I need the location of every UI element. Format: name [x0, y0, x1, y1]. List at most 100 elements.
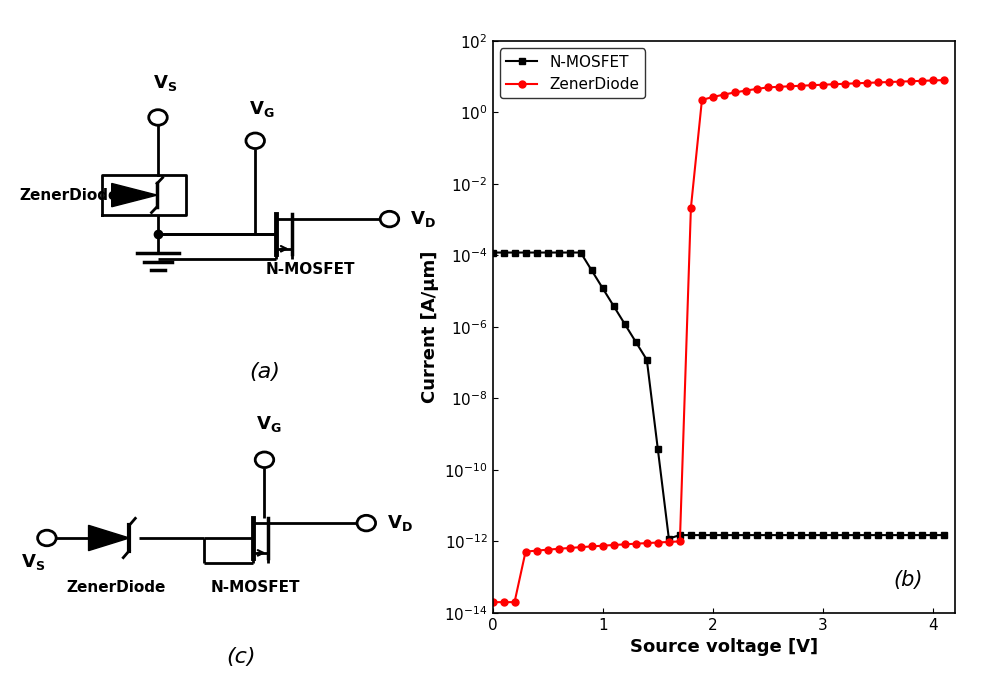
Text: $\mathbf{V_S}$: $\mathbf{V_S}$: [21, 552, 45, 572]
N-MOSFET: [818, 531, 829, 539]
N-MOSFET: [784, 531, 796, 539]
N-MOSFET: [487, 249, 498, 257]
ZenerDiode: [762, 83, 774, 91]
ZenerDiode: [629, 539, 641, 548]
N-MOSFET: [762, 531, 774, 539]
N-MOSFET: [508, 249, 520, 257]
ZenerDiode: [784, 82, 796, 91]
ZenerDiode: [696, 96, 708, 104]
N-MOSFET: [652, 445, 664, 454]
N-MOSFET: [916, 531, 928, 539]
N-MOSFET: [597, 284, 609, 292]
ZenerDiode: [795, 82, 807, 90]
Polygon shape: [111, 183, 157, 207]
N-MOSFET: [752, 531, 763, 539]
N-MOSFET: [586, 266, 598, 274]
N-MOSFET: [641, 355, 653, 364]
ZenerDiode: [861, 79, 873, 87]
N-MOSFET: [718, 531, 730, 539]
N-MOSFET: [861, 531, 873, 539]
N-MOSFET: [850, 531, 862, 539]
ZenerDiode: [839, 80, 851, 88]
ZenerDiode: [641, 539, 653, 547]
ZenerDiode: [939, 76, 951, 84]
Text: (a): (a): [249, 362, 280, 381]
N-MOSFET: [563, 249, 575, 257]
Text: $\mathbf{V_G}$: $\mathbf{V_G}$: [256, 413, 282, 434]
N-MOSFET: [531, 249, 543, 257]
ZenerDiode: [928, 76, 940, 84]
N-MOSFET: [696, 531, 708, 539]
ZenerDiode: [531, 547, 543, 555]
Text: N-MOSFET: N-MOSFET: [266, 262, 356, 277]
ZenerDiode: [575, 543, 587, 551]
N-MOSFET: [542, 249, 554, 257]
Text: ZenerDiode: ZenerDiode: [19, 187, 118, 203]
N-MOSFET: [575, 249, 587, 257]
Text: ZenerDiode: ZenerDiode: [67, 580, 166, 595]
ZenerDiode: [553, 545, 564, 553]
N-MOSFET: [663, 535, 675, 543]
ZenerDiode: [508, 598, 520, 606]
N-MOSFET: [707, 531, 719, 539]
ZenerDiode: [894, 78, 906, 86]
Y-axis label: Current [A/μm]: Current [A/μm]: [421, 251, 438, 403]
Text: $\mathbf{V_D}$: $\mathbf{V_D}$: [411, 209, 436, 229]
N-MOSFET: [773, 531, 785, 539]
N-MOSFET: [619, 320, 630, 328]
ZenerDiode: [586, 542, 598, 550]
N-MOSFET: [553, 249, 564, 257]
N-MOSFET: [894, 531, 906, 539]
Text: $\mathbf{V_D}$: $\mathbf{V_D}$: [387, 513, 413, 533]
N-MOSFET: [795, 531, 807, 539]
ZenerDiode: [497, 598, 509, 606]
N-MOSFET: [828, 531, 840, 539]
X-axis label: Source voltage [V]: Source voltage [V]: [630, 638, 818, 656]
ZenerDiode: [916, 77, 928, 85]
ZenerDiode: [807, 81, 819, 89]
ZenerDiode: [740, 86, 752, 95]
Text: (c): (c): [227, 646, 256, 667]
N-MOSFET: [608, 302, 620, 311]
ZenerDiode: [597, 541, 609, 550]
Legend: N-MOSFET, ZenerDiode: N-MOSFET, ZenerDiode: [500, 48, 645, 98]
N-MOSFET: [928, 531, 940, 539]
ZenerDiode: [773, 82, 785, 91]
ZenerDiode: [542, 545, 554, 554]
ZenerDiode: [729, 89, 741, 97]
N-MOSFET: [905, 531, 917, 539]
ZenerDiode: [718, 91, 730, 99]
N-MOSFET: [685, 531, 696, 539]
ZenerDiode: [563, 544, 575, 552]
ZenerDiode: [619, 540, 630, 548]
Text: $\mathbf{V_S}$: $\mathbf{V_S}$: [153, 74, 177, 93]
ZenerDiode: [752, 85, 763, 93]
ZenerDiode: [707, 93, 719, 101]
N-MOSFET: [839, 531, 851, 539]
ZenerDiode: [608, 541, 620, 549]
Polygon shape: [89, 525, 129, 551]
ZenerDiode: [828, 80, 840, 89]
N-MOSFET: [807, 531, 819, 539]
ZenerDiode: [685, 204, 696, 212]
Line: N-MOSFET: N-MOSFET: [489, 249, 948, 542]
N-MOSFET: [629, 338, 641, 346]
ZenerDiode: [663, 538, 675, 546]
N-MOSFET: [520, 249, 532, 257]
N-MOSFET: [740, 531, 752, 539]
Line: ZenerDiode: ZenerDiode: [489, 76, 948, 605]
N-MOSFET: [939, 531, 951, 539]
Text: N-MOSFET: N-MOSFET: [211, 580, 300, 595]
ZenerDiode: [652, 539, 664, 547]
ZenerDiode: [487, 598, 498, 606]
N-MOSFET: [884, 531, 895, 539]
N-MOSFET: [497, 249, 509, 257]
ZenerDiode: [905, 77, 917, 85]
Text: $\mathbf{V_G}$: $\mathbf{V_G}$: [249, 99, 275, 118]
ZenerDiode: [873, 78, 885, 86]
N-MOSFET: [674, 531, 686, 539]
ZenerDiode: [818, 80, 829, 89]
ZenerDiode: [674, 537, 686, 545]
ZenerDiode: [884, 78, 895, 86]
N-MOSFET: [873, 531, 885, 539]
